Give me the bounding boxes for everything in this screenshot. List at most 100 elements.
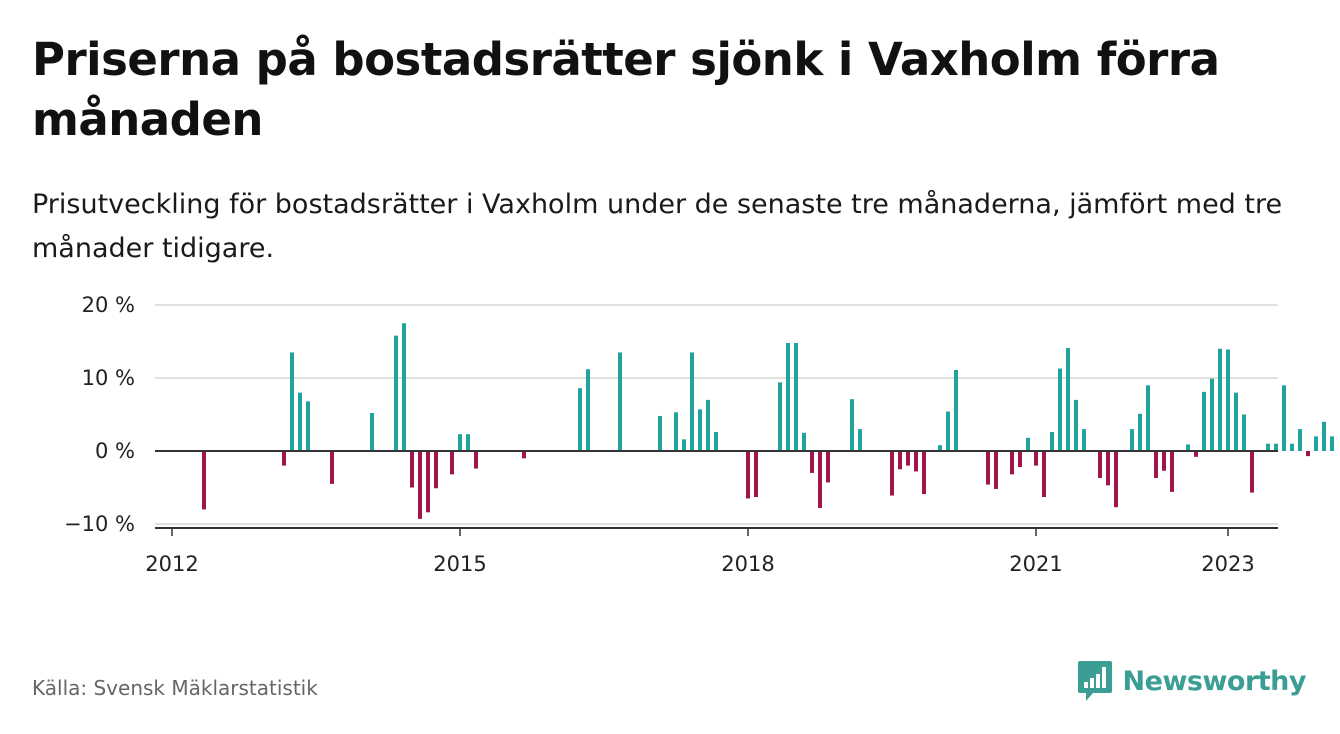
bar: [906, 451, 910, 466]
bar: [1234, 392, 1238, 451]
bar: [1210, 378, 1214, 451]
bar: [1050, 432, 1054, 451]
y-axis-tick-labels: 20 % 10 % 0 % −10 %: [64, 293, 135, 536]
bar: [714, 432, 718, 451]
bar: [1266, 443, 1270, 451]
bar: [522, 451, 526, 459]
bar: [946, 411, 950, 451]
bar: [1250, 451, 1254, 493]
y-tick-label: 20 %: [82, 293, 135, 317]
x-axis-tick-labels: 2012 2015 2018 2021 2023: [145, 552, 1254, 576]
bar: [434, 451, 438, 489]
y-tick-label: 0 %: [95, 439, 135, 463]
bar: [1162, 451, 1166, 471]
bar: [1154, 451, 1158, 479]
bar: [1322, 421, 1326, 451]
bar: [1074, 399, 1078, 451]
bar: [850, 399, 854, 451]
bar: [674, 412, 678, 451]
chart-title: Priserna på bostadsrätter sjönk i Vaxhol…: [32, 33, 1220, 146]
bars: [202, 323, 1334, 519]
bar: [298, 392, 302, 451]
bar: [466, 434, 470, 451]
bar: [394, 335, 398, 451]
bar: [690, 352, 694, 451]
bar: [290, 352, 294, 451]
bar: [898, 451, 902, 470]
bar: [706, 399, 710, 451]
bar: [1226, 349, 1230, 451]
bar: [578, 388, 582, 451]
newsworthy-logo-icon: [1077, 661, 1112, 701]
bar: [1218, 348, 1222, 451]
bar: [778, 382, 782, 451]
bar: [1010, 451, 1014, 475]
bar: [994, 451, 998, 489]
x-tick-label: 2012: [145, 552, 198, 576]
bar-chart: 20 % 10 % 0 % −10 % 2012 2015 2018 2021 2023 −1…: [64, 293, 1334, 576]
bar: [450, 451, 454, 475]
bar: [1114, 451, 1118, 508]
bar: [1098, 451, 1102, 479]
bar: [370, 413, 374, 451]
bar: [1146, 385, 1150, 451]
bar: [1202, 391, 1206, 451]
brand-logo[interactable]: Newsworthy: [1077, 660, 1307, 702]
bar: [1066, 348, 1070, 451]
bar: [306, 401, 310, 451]
bar: [826, 451, 830, 483]
bar: [474, 451, 478, 469]
bar: [426, 451, 430, 513]
bar: [1034, 451, 1038, 466]
bar: [1330, 436, 1334, 451]
bar: [402, 323, 406, 451]
chart-subtitle: Prisutveckling för bostadsrätter i Vaxho…: [32, 189, 1283, 264]
axes: [155, 450, 1278, 536]
bar: [1106, 451, 1110, 486]
bar: [282, 451, 286, 466]
y-tick-label: 10 %: [82, 366, 135, 390]
bar: [938, 445, 942, 451]
bar: [1194, 451, 1198, 457]
bar: [1042, 451, 1046, 497]
bar: [1274, 443, 1278, 451]
bar: [1018, 451, 1022, 468]
bar: [746, 451, 750, 499]
bar: [330, 451, 334, 484]
brand-name: Newsworthy: [1122, 665, 1307, 697]
bar: [890, 451, 894, 496]
bar: [1058, 368, 1062, 451]
bar: [618, 352, 622, 451]
bar: [818, 451, 822, 508]
bar: [1186, 444, 1190, 451]
bar: [954, 369, 958, 451]
bar: [1298, 429, 1302, 451]
bar: [418, 451, 422, 519]
bar: [786, 342, 790, 451]
bar: [858, 429, 862, 451]
bar: [1130, 429, 1134, 451]
bar: [914, 451, 918, 472]
bar: [802, 432, 806, 451]
bar: [986, 451, 990, 485]
bar: [1290, 443, 1294, 451]
bar: [410, 451, 414, 488]
bar: [810, 451, 814, 473]
bar: [754, 451, 758, 497]
bar: [1138, 413, 1142, 451]
bar: [658, 415, 662, 451]
y-tick-label: −10 %: [64, 512, 135, 536]
bar: [922, 451, 926, 495]
bar: [202, 451, 206, 510]
source-note: Källa: Svensk Mäklarstatistik: [32, 676, 318, 700]
bar: [586, 369, 590, 451]
gridlines: [155, 304, 1278, 525]
bar: [1306, 451, 1310, 457]
bar: [1082, 429, 1086, 451]
x-tick-label: 2018: [721, 552, 774, 576]
bar: [682, 439, 686, 451]
bar: [1026, 437, 1030, 451]
bar: [698, 409, 702, 451]
x-tick-label: 2021: [1009, 552, 1062, 576]
x-tick-label: 2015: [433, 552, 486, 576]
